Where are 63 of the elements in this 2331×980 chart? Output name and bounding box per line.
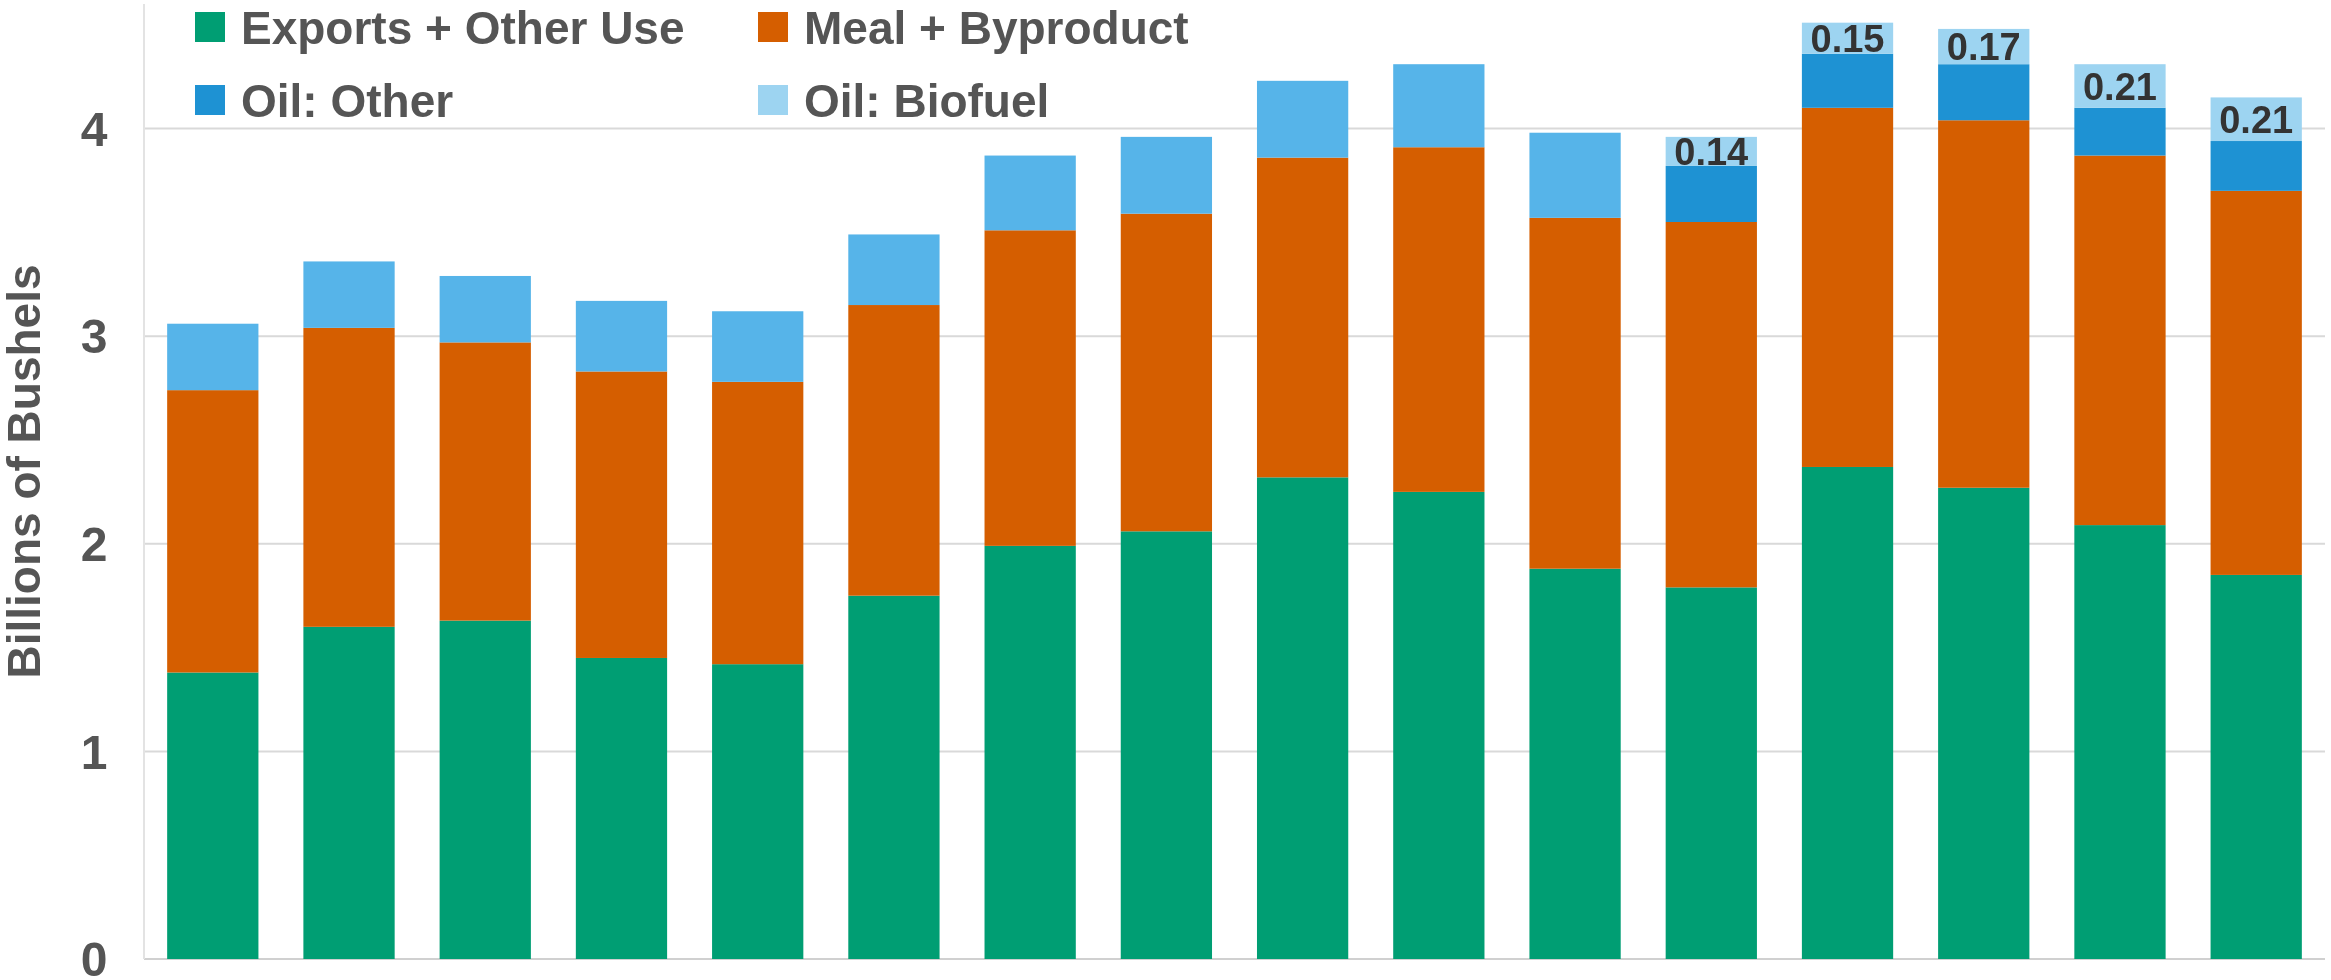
bar bbox=[984, 545, 1076, 959]
bar bbox=[1801, 107, 1894, 467]
y-tick-label: 1 bbox=[80, 725, 108, 779]
bar bbox=[2074, 525, 2166, 959]
bar bbox=[712, 311, 804, 382]
bar bbox=[1938, 120, 2030, 488]
bar bbox=[712, 664, 804, 959]
legend-label: Oil: Other bbox=[241, 74, 454, 127]
bar bbox=[1938, 487, 2030, 959]
bar bbox=[1665, 165, 1757, 222]
bar bbox=[2210, 574, 2302, 959]
bar bbox=[1801, 53, 1894, 108]
bar bbox=[167, 672, 259, 959]
bar bbox=[303, 327, 395, 627]
bar bbox=[1529, 568, 1621, 959]
bar bbox=[1665, 221, 1757, 588]
data-label: 0.21 bbox=[2219, 98, 2294, 141]
bar bbox=[2210, 190, 2302, 575]
bar bbox=[439, 620, 531, 959]
y-tick-label: 3 bbox=[80, 310, 108, 364]
bar bbox=[848, 234, 940, 306]
data-label: 0.14 bbox=[1674, 131, 1749, 174]
bar bbox=[1120, 531, 1213, 959]
bar bbox=[848, 595, 940, 959]
y-axis-title: Billions of Bushels bbox=[0, 264, 50, 679]
bar bbox=[1529, 217, 1621, 569]
bar bbox=[2210, 141, 2302, 191]
bar bbox=[439, 275, 531, 343]
bar bbox=[1393, 147, 1485, 492]
bar bbox=[1665, 587, 1757, 959]
bar bbox=[848, 305, 940, 596]
y-tick-label: 4 bbox=[80, 102, 108, 156]
bar bbox=[1393, 491, 1485, 959]
bar bbox=[984, 155, 1076, 231]
bar bbox=[167, 390, 259, 673]
data-label: 0.15 bbox=[1810, 17, 1885, 60]
bar bbox=[1529, 132, 1621, 218]
bar bbox=[575, 371, 668, 658]
bar bbox=[575, 657, 668, 959]
bar bbox=[1120, 136, 1213, 214]
bar bbox=[2074, 107, 2166, 156]
bar bbox=[1120, 213, 1213, 532]
y-tick-label: 0 bbox=[80, 933, 108, 980]
bar bbox=[1256, 477, 1349, 959]
y-tick-label: 2 bbox=[80, 518, 108, 572]
data-label: 0.17 bbox=[1946, 26, 2021, 69]
bar bbox=[1256, 157, 1349, 478]
bar bbox=[2074, 155, 2166, 526]
bar bbox=[439, 342, 531, 621]
legend-label: Exports + Other Use bbox=[241, 1, 685, 54]
legend-label: Oil: Biofuel bbox=[804, 74, 1050, 127]
bar bbox=[712, 381, 804, 665]
bar bbox=[303, 261, 395, 328]
bar bbox=[167, 323, 259, 391]
bar bbox=[1801, 466, 1894, 959]
bar bbox=[1938, 64, 2030, 121]
legend-label: Meal + Byproduct bbox=[804, 1, 1189, 54]
bar bbox=[575, 300, 668, 372]
data-label: 0.21 bbox=[2082, 65, 2157, 108]
bar bbox=[1256, 80, 1349, 158]
bar bbox=[1393, 64, 1485, 148]
bar bbox=[303, 626, 395, 959]
bar bbox=[984, 230, 1076, 546]
